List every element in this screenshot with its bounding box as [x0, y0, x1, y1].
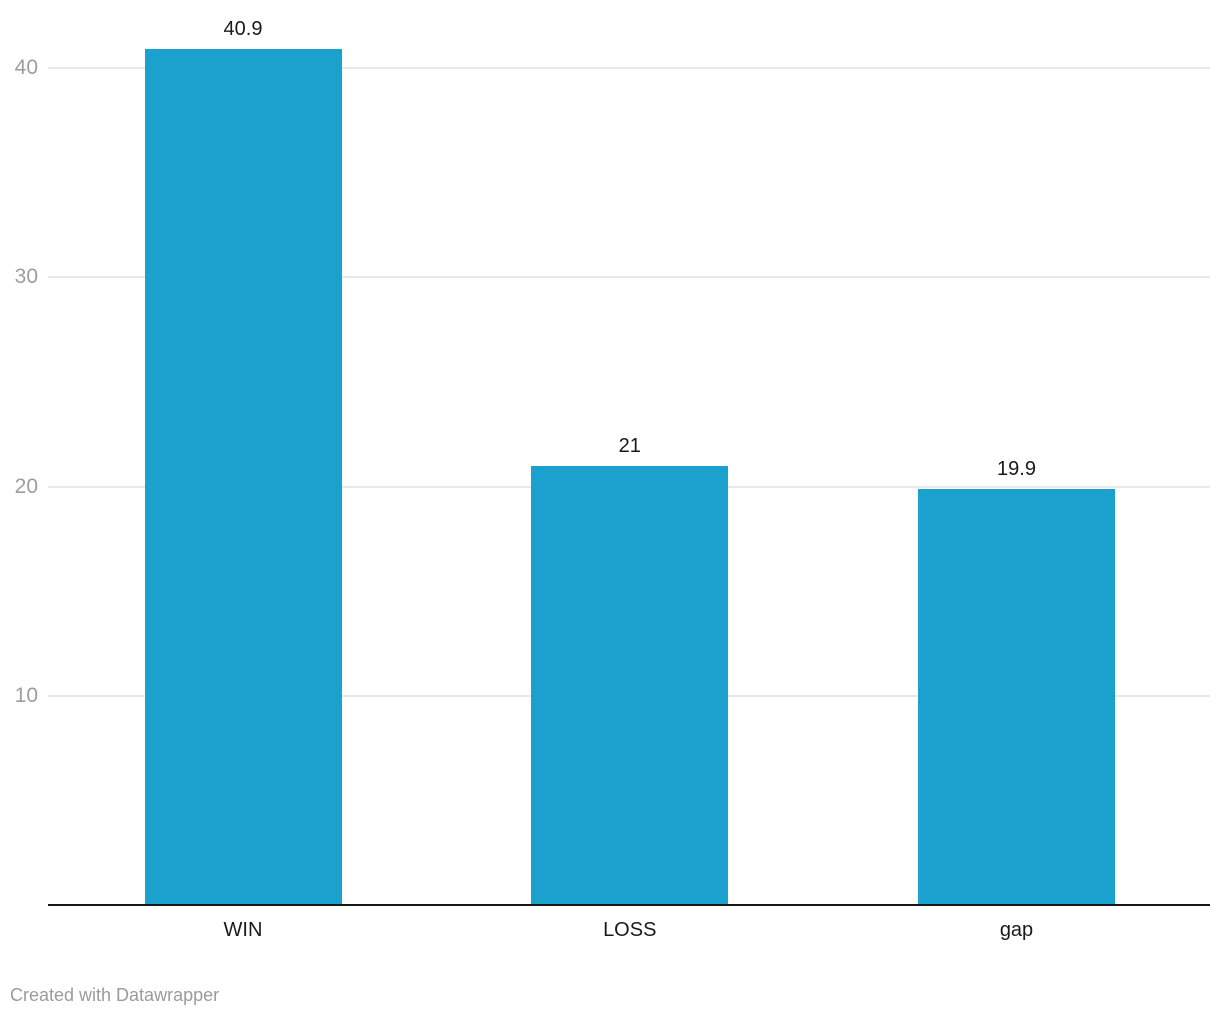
y-axis-tick-label: 30	[14, 265, 38, 289]
x-axis-baseline	[48, 904, 1210, 906]
bar-value-label: 21	[618, 434, 641, 457]
y-axis-tick-label: 10	[14, 683, 38, 707]
bar-value-label: 40.9	[223, 18, 263, 41]
bar-win[interactable]	[144, 49, 342, 905]
bar-gap[interactable]	[918, 488, 1115, 905]
y-gridline	[48, 67, 1210, 69]
datawrapper-attribution: Created with Datawrapper	[10, 985, 220, 1005]
y-gridline	[48, 276, 1210, 279]
bar-loss[interactable]	[531, 465, 729, 905]
bar-value-label: 19.9	[997, 457, 1036, 480]
x-axis-category-label: LOSS	[603, 919, 657, 941]
x-axis-category-label: WIN	[223, 919, 263, 941]
x-axis-category-label: gap	[999, 919, 1034, 941]
y-axis-tick-label: 40	[14, 56, 38, 79]
y-axis-tick-label: 20	[14, 474, 38, 498]
